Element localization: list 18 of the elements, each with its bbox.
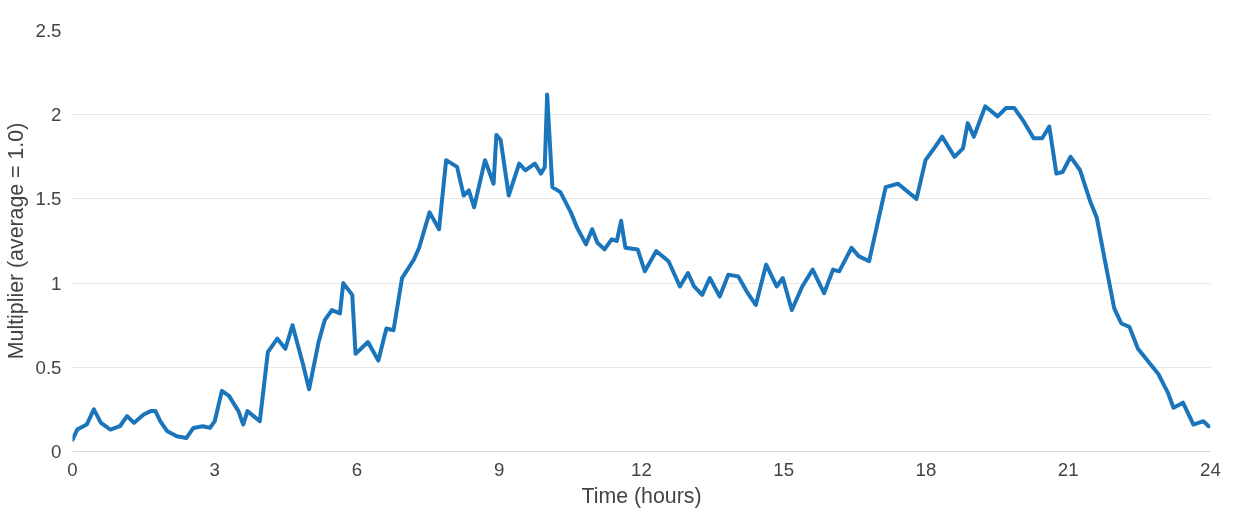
- line-series: [72, 92, 1211, 442]
- y-tick-label: 1.5: [35, 188, 62, 210]
- y-tick-label: 0.5: [35, 356, 62, 378]
- y-tick-label: 0: [51, 441, 62, 462]
- x-tick-label: 12: [631, 458, 652, 480]
- x-tick-label: 15: [773, 458, 795, 480]
- y-tick-label: 2: [51, 104, 62, 126]
- x-tick-label: 24: [1200, 458, 1221, 480]
- y-axis-title: Multiplier (average = 1.0): [3, 122, 28, 360]
- x-axis-title: Time (hours): [581, 483, 702, 508]
- x-tick-label: 6: [351, 458, 363, 480]
- x-tick-label: 18: [915, 458, 937, 480]
- x-tick-label: 3: [209, 458, 220, 480]
- y-tick-label: 2.5: [35, 20, 62, 41]
- x-tick-label: 9: [494, 458, 505, 480]
- y-tick-label: 1: [51, 272, 62, 294]
- x-tick-label: 0: [67, 458, 78, 480]
- x-tick-label: 21: [1057, 458, 1079, 480]
